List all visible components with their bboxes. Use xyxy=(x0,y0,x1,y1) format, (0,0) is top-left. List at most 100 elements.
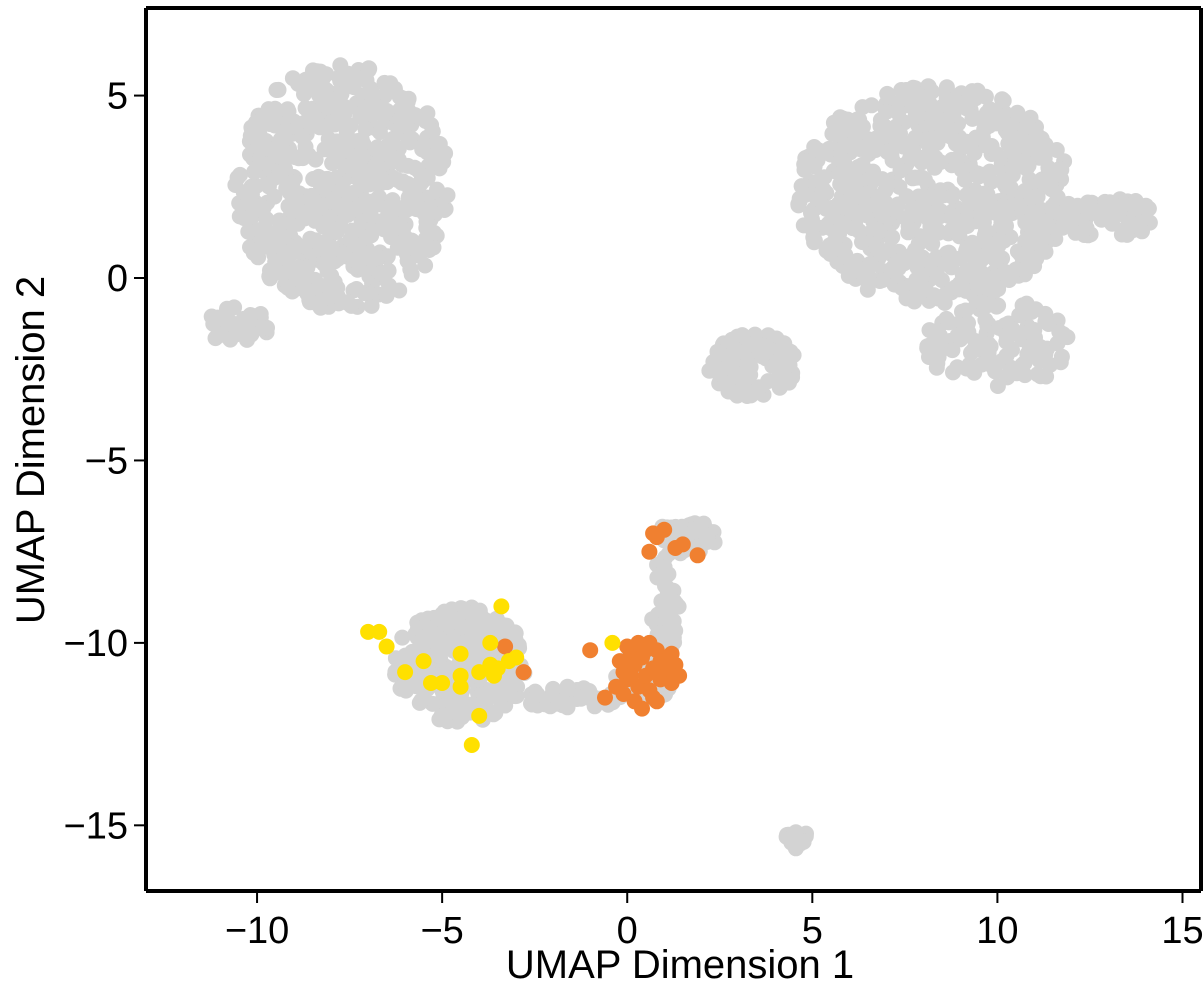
background-cell-point xyxy=(278,122,294,138)
background-cell-point xyxy=(945,364,961,381)
yellow-cell-point xyxy=(434,675,451,691)
background-cell-point xyxy=(391,282,408,299)
background-cell-point xyxy=(358,229,375,246)
background-cell-point xyxy=(306,74,323,91)
background-cell-point xyxy=(692,516,709,533)
background-cell-point xyxy=(411,694,428,711)
background-cell-point xyxy=(893,82,910,98)
background-cell-point xyxy=(797,186,814,203)
background-cell-point xyxy=(742,366,759,383)
background-cell-point xyxy=(924,83,940,100)
background-cell-point xyxy=(1001,366,1018,383)
ticks: −10 −5 0 5 10 15 5 0 −5 −10 −15 xyxy=(64,76,1203,952)
background-cell-point xyxy=(260,101,277,118)
background-cell-point xyxy=(966,364,983,381)
background-cell-point xyxy=(858,196,875,213)
background-cell-point xyxy=(384,192,401,209)
yellow-cell-point xyxy=(452,678,469,695)
yellow-cell-point xyxy=(452,667,469,684)
orange-cell-point xyxy=(645,689,662,706)
yellow-cell-point xyxy=(463,737,480,753)
background-cell-point xyxy=(236,210,253,227)
background-cell-point xyxy=(983,138,1000,154)
yellow-cell-point xyxy=(604,634,621,651)
background-cell-point xyxy=(1119,226,1136,243)
background-cell-point xyxy=(1011,327,1028,344)
background-cell-point xyxy=(425,224,442,241)
background-cell-point xyxy=(879,143,896,160)
background-cell-point xyxy=(1009,104,1026,121)
background-cell-point xyxy=(403,266,420,283)
background-cell-point xyxy=(320,215,336,232)
background-cell-point xyxy=(904,170,921,187)
background-cell-point xyxy=(699,529,716,545)
background-cell-point xyxy=(832,176,849,193)
yellow-cell-point xyxy=(415,653,432,670)
background-cell-point xyxy=(397,230,414,246)
background-cell-point xyxy=(460,619,477,636)
background-cell-point xyxy=(280,103,297,120)
background-cell-point xyxy=(448,704,465,721)
background-cell-point xyxy=(980,355,997,372)
background-cell-point xyxy=(1011,307,1028,324)
background-cell-point xyxy=(335,245,352,262)
yellow-cell-series xyxy=(360,598,621,753)
background-cell-point xyxy=(1026,141,1043,158)
background-cell-point xyxy=(664,630,681,647)
background-cell-point xyxy=(327,98,344,114)
background-cell-point xyxy=(848,114,865,131)
x-axis-title: UMAP Dimension 1 xyxy=(506,943,854,987)
background-cell-point xyxy=(273,135,290,152)
background-cell-point xyxy=(1007,150,1024,167)
background-cell-point xyxy=(394,156,411,173)
background-cell-point xyxy=(870,188,887,205)
background-cell-point xyxy=(848,182,865,199)
x-tick-label: 15 xyxy=(1161,910,1203,952)
background-cell-point xyxy=(944,188,960,205)
background-cell-point xyxy=(920,151,937,168)
background-cell-point xyxy=(394,629,411,646)
background-cell-point xyxy=(240,223,257,240)
background-cell-point xyxy=(1011,196,1028,213)
background-cell-point xyxy=(1024,226,1041,242)
background-cell-point xyxy=(1000,135,1017,152)
background-cell-point xyxy=(280,279,296,296)
background-cell-point xyxy=(879,85,896,102)
background-cell-point xyxy=(1017,182,1033,199)
background-cell-point xyxy=(781,357,798,374)
background-cell-point xyxy=(271,164,288,181)
background-cell-point xyxy=(837,246,854,263)
background-cell-point xyxy=(366,158,383,174)
background-cell-point xyxy=(806,234,823,251)
background-cell-point xyxy=(806,139,823,155)
background-cell-point xyxy=(205,315,222,332)
background-cell-point xyxy=(942,128,959,145)
background-cell-point xyxy=(976,337,993,354)
background-cell-point xyxy=(324,155,341,172)
background-cell-point xyxy=(247,114,264,131)
background-cell-point xyxy=(1007,261,1024,278)
background-cell-point xyxy=(424,123,441,140)
background-cell-point xyxy=(308,295,325,312)
background-cell-point xyxy=(862,255,879,272)
background-cell-point xyxy=(803,205,819,221)
background-cell-point xyxy=(1056,328,1073,345)
background-cell-point xyxy=(941,314,957,331)
background-cell-point xyxy=(908,130,925,147)
background-cell-point xyxy=(429,181,445,198)
yellow-cell-point xyxy=(452,645,469,662)
background-cell-point xyxy=(960,324,977,341)
background-cell-point xyxy=(437,634,454,651)
x-tick-label: 5 xyxy=(802,910,823,952)
background-cell-point xyxy=(400,189,417,206)
background-cell-point xyxy=(1037,305,1054,322)
background-cell-point xyxy=(277,216,294,233)
background-cell-point xyxy=(342,231,359,248)
background-cell-point xyxy=(649,569,666,586)
background-cell-point xyxy=(1019,116,1036,133)
background-cell-point xyxy=(883,127,900,144)
orange-cell-point xyxy=(622,667,639,684)
background-cell-point xyxy=(930,222,946,239)
background-cell-point xyxy=(822,245,839,262)
